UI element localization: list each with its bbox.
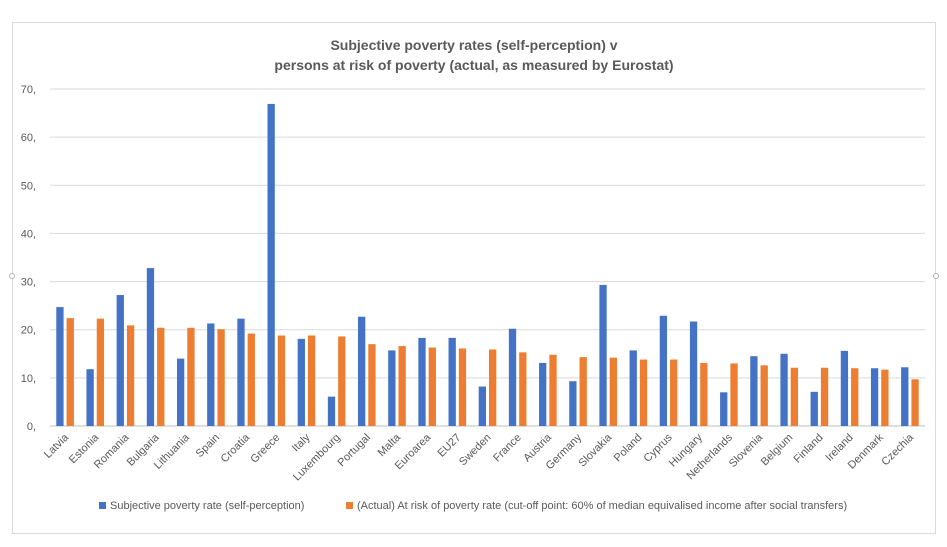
bar-subjective[interactable] bbox=[599, 284, 607, 426]
bar-actual[interactable] bbox=[307, 335, 316, 426]
x-category-label: Czechia bbox=[879, 431, 916, 468]
bar-actual[interactable] bbox=[549, 354, 557, 426]
x-category-label: Croatia bbox=[219, 431, 253, 465]
x-category-label: EU27 bbox=[435, 432, 463, 460]
bar-subjective[interactable] bbox=[327, 396, 336, 426]
bar-actual[interactable] bbox=[187, 327, 195, 426]
bar-subjective[interactable] bbox=[116, 295, 124, 426]
bar-subjective[interactable] bbox=[780, 353, 788, 426]
bar-actual[interactable] bbox=[911, 379, 919, 426]
chart-svg: Subjective poverty rates (self-perceptio… bbox=[21, 37, 925, 512]
bar-subjective[interactable] bbox=[358, 316, 366, 426]
x-category-label: Slovakia bbox=[576, 431, 615, 470]
bar-subjective[interactable] bbox=[207, 323, 215, 426]
x-category-label: France bbox=[491, 432, 524, 465]
x-category-label: Sweden bbox=[457, 432, 494, 469]
bar-actual[interactable] bbox=[730, 363, 738, 426]
bar-subjective[interactable] bbox=[237, 318, 245, 426]
bar-actual[interactable] bbox=[639, 359, 648, 426]
y-tick-label: 20, bbox=[21, 325, 36, 337]
bar-subjective[interactable] bbox=[539, 362, 547, 426]
legend: Subjective poverty rate (self-perception… bbox=[99, 500, 847, 512]
bar-subjective[interactable] bbox=[56, 307, 64, 426]
bar-actual[interactable] bbox=[368, 344, 376, 426]
bar-subjective[interactable] bbox=[146, 268, 155, 426]
chart-title-line-1: Subjective poverty rates (self-perceptio… bbox=[330, 37, 617, 53]
bar-subjective[interactable] bbox=[508, 328, 517, 426]
bar-actual[interactable] bbox=[519, 352, 527, 426]
bar-actual[interactable] bbox=[398, 346, 406, 426]
y-tick-label: 30, bbox=[21, 277, 36, 289]
x-category-label: Spain bbox=[194, 432, 222, 460]
x-category-label: Malta bbox=[376, 431, 404, 459]
legend-label-actual: (Actual) At risk of poverty rate (cut-of… bbox=[357, 500, 847, 512]
x-category-label: Finland bbox=[792, 432, 826, 466]
bar-actual[interactable] bbox=[760, 365, 768, 426]
bar-subjective[interactable] bbox=[720, 392, 728, 426]
x-category-label: Slovenia bbox=[727, 431, 766, 470]
bar-actual[interactable] bbox=[338, 336, 346, 426]
bar-actual[interactable] bbox=[157, 327, 165, 426]
resize-handle-right[interactable] bbox=[933, 273, 939, 279]
x-category-label: Portugal bbox=[335, 432, 372, 469]
legend-swatch-actual bbox=[346, 502, 353, 509]
bar-actual[interactable] bbox=[277, 335, 286, 426]
legend-label-subjective: Subjective poverty rate (self-perception… bbox=[110, 500, 304, 512]
bar-actual[interactable] bbox=[428, 347, 436, 426]
bar-subjective[interactable] bbox=[750, 356, 758, 426]
x-category-label: Poland bbox=[612, 432, 645, 465]
bar-subjective[interactable] bbox=[448, 337, 456, 426]
y-tick-label: 70, bbox=[21, 84, 36, 96]
bar-subjective[interactable] bbox=[901, 367, 909, 426]
bar-actual[interactable] bbox=[489, 349, 497, 426]
bar-subjective[interactable] bbox=[267, 103, 275, 426]
bar-subjective[interactable] bbox=[297, 338, 305, 426]
bar-subjective[interactable] bbox=[659, 315, 668, 426]
bar-actual[interactable] bbox=[458, 348, 467, 426]
bar-actual[interactable] bbox=[670, 359, 678, 426]
bar-actual[interactable] bbox=[579, 357, 587, 426]
bar-actual[interactable] bbox=[66, 318, 74, 426]
bar-actual[interactable] bbox=[851, 368, 859, 426]
bar-actual[interactable] bbox=[609, 357, 617, 426]
bars bbox=[56, 103, 919, 426]
chart-title-line-2: persons at risk of poverty (actual, as m… bbox=[274, 57, 673, 73]
gridlines bbox=[50, 88, 925, 427]
bar-actual[interactable] bbox=[247, 333, 255, 426]
y-tick-label: 40, bbox=[21, 228, 36, 240]
x-category-label: Italy bbox=[290, 431, 313, 454]
bar-subjective[interactable] bbox=[569, 381, 577, 426]
bar-actual[interactable] bbox=[126, 325, 135, 426]
y-tick-label: 60, bbox=[21, 132, 36, 144]
bar-actual[interactable] bbox=[790, 367, 799, 426]
bar-actual[interactable] bbox=[96, 318, 105, 426]
bar-subjective[interactable] bbox=[629, 350, 637, 426]
bar-subjective[interactable] bbox=[388, 350, 396, 426]
y-tick-label: 10, bbox=[21, 373, 36, 385]
bar-subjective[interactable] bbox=[689, 321, 698, 426]
bar-subjective[interactable] bbox=[810, 391, 818, 426]
chart-area[interactable]: Subjective poverty rates (self-perceptio… bbox=[9, 22, 939, 534]
legend-swatch-subjective bbox=[99, 502, 106, 509]
bar-subjective[interactable] bbox=[840, 350, 849, 426]
bar-subjective[interactable] bbox=[870, 368, 879, 426]
x-category-label: Belgium bbox=[759, 432, 796, 469]
bar-subjective[interactable] bbox=[86, 369, 94, 426]
resize-handle-left[interactable] bbox=[9, 273, 15, 279]
bar-actual[interactable] bbox=[881, 369, 889, 426]
x-category-label: Greece bbox=[248, 432, 282, 466]
bar-actual[interactable] bbox=[700, 362, 708, 426]
bar-actual[interactable] bbox=[820, 367, 829, 426]
y-axis-ticks: 0, 10, 20, 30, 40, 50, 60, 70, bbox=[21, 84, 36, 433]
y-tick-label: 0, bbox=[27, 421, 36, 433]
bar-subjective[interactable] bbox=[478, 386, 486, 426]
bar-subjective[interactable] bbox=[176, 358, 185, 426]
bar-actual[interactable] bbox=[217, 329, 225, 426]
bar-subjective[interactable] bbox=[418, 337, 426, 426]
y-tick-label: 50, bbox=[21, 180, 36, 192]
